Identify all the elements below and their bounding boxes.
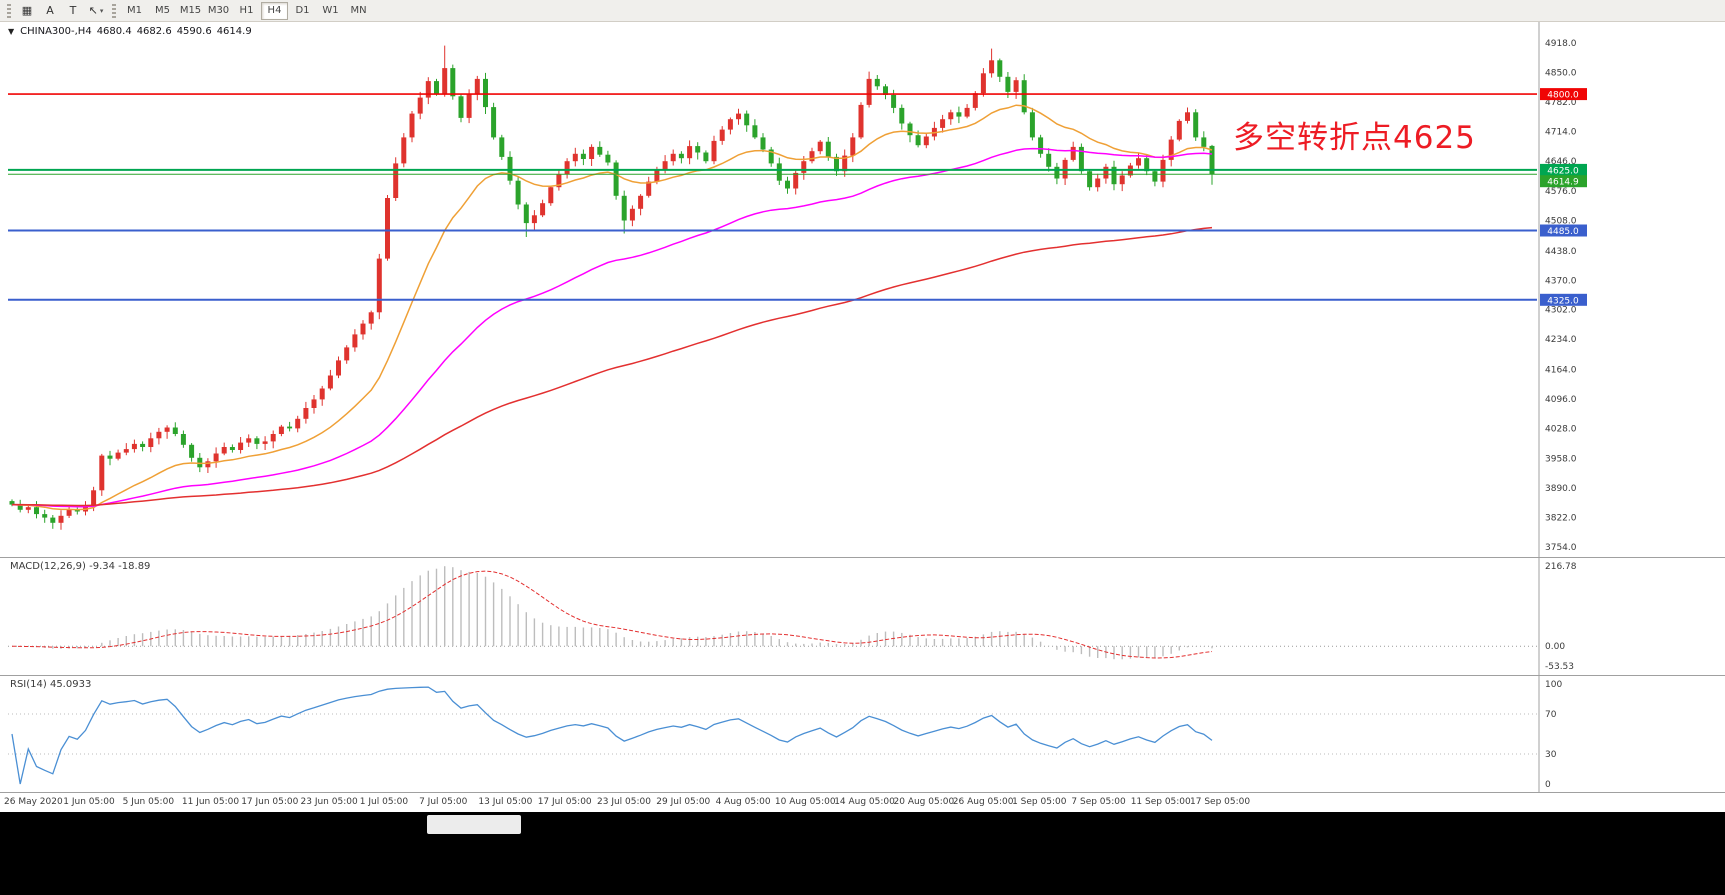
timeframe-h4-button[interactable]: H4 bbox=[261, 1, 288, 20]
svg-text:30: 30 bbox=[1545, 750, 1557, 760]
svg-text:100: 100 bbox=[1545, 680, 1562, 690]
pattern-tool-icon[interactable]: ▦ bbox=[21, 4, 33, 17]
toolbar-grip[interactable] bbox=[7, 3, 11, 18]
svg-text:4234.0: 4234.0 bbox=[1545, 335, 1577, 345]
time-label: 5 Jun 05:00 bbox=[122, 797, 175, 807]
svg-text:4800.0: 4800.0 bbox=[1547, 91, 1579, 101]
chart-header: ▼ CHINA300-,H4 4680.4 4682.6 4590.6 4614… bbox=[8, 26, 252, 37]
svg-text:4325.0: 4325.0 bbox=[1547, 296, 1579, 306]
time-label: 1 Sep 05:00 bbox=[1012, 797, 1067, 807]
svg-text:4508.0: 4508.0 bbox=[1545, 217, 1577, 227]
time-axis[interactable]: 26 May 2020 1 Jun 05:00 5 Jun 05:00 11 Jun … bbox=[0, 792, 1725, 812]
rsi-line bbox=[11, 686, 1213, 785]
timeframe-m1-button[interactable]: M1 bbox=[127, 5, 142, 16]
price-chart-panel: 4918.0 4850.0 4782.0 4714.0 4646.0 4576.0 4508… bbox=[0, 22, 1725, 557]
svg-text:4714.0: 4714.0 bbox=[1545, 127, 1577, 137]
time-label: 14 Aug 05:00 bbox=[834, 797, 895, 807]
ma-medium-line bbox=[11, 147, 1213, 508]
rsi-panel: 100 70 30 0 RSI(14) 45.0933 bbox=[0, 675, 1725, 792]
svg-text:4164.0: 4164.0 bbox=[1545, 366, 1577, 376]
macd-signal-line bbox=[11, 570, 1213, 659]
svg-text:-53.53: -53.53 bbox=[1545, 662, 1574, 672]
bottom-bar-segment bbox=[427, 815, 521, 834]
timeframe-m5-button[interactable]: M5 bbox=[155, 5, 170, 16]
time-label: 23 Jul 05:00 bbox=[597, 797, 651, 807]
timeframe-mn-button[interactable]: MN bbox=[350, 5, 367, 16]
svg-text:3890.0: 3890.0 bbox=[1545, 484, 1577, 494]
macd-label: MACD(12,26,9) -9.34 -18.89 bbox=[10, 561, 151, 572]
time-label: 17 Sep 05:00 bbox=[1190, 797, 1251, 807]
svg-text:4576.0: 4576.0 bbox=[1545, 187, 1577, 197]
time-label: 13 Jul 05:00 bbox=[478, 797, 533, 807]
time-label: 11 Sep 05:00 bbox=[1130, 797, 1191, 807]
horizontal-lines[interactable] bbox=[8, 93, 1537, 301]
candles bbox=[9, 45, 1215, 530]
bottom-black-bar bbox=[0, 812, 1725, 895]
timeframe-m15-button[interactable]: M15 bbox=[179, 5, 202, 16]
text-tool-icon[interactable]: T bbox=[69, 4, 77, 17]
svg-text:3958.0: 3958.0 bbox=[1545, 455, 1577, 465]
time-label: 26 Aug 05:00 bbox=[952, 797, 1014, 807]
tool-dropdown-caret-icon[interactable]: ▾ bbox=[99, 6, 104, 15]
macd-axis[interactable]: 216.78 0.00 -53.53 bbox=[1538, 558, 1577, 675]
time-label: 11 Jun 05:00 bbox=[181, 797, 240, 807]
rsi-axis[interactable]: 100 70 30 0 bbox=[1538, 676, 1562, 792]
svg-text:70: 70 bbox=[1545, 710, 1557, 720]
time-label: 7 Jul 05:00 bbox=[419, 797, 468, 807]
time-label: 17 Jul 05:00 bbox=[537, 797, 592, 807]
price-axis[interactable]: 4918.0 4850.0 4782.0 4714.0 4646.0 4576.0 4508… bbox=[1538, 22, 1587, 557]
svg-text:4302.0: 4302.0 bbox=[1545, 306, 1577, 316]
symbol-collapse-icon[interactable]: ▼ bbox=[8, 27, 15, 36]
svg-text:4028.0: 4028.0 bbox=[1545, 424, 1577, 434]
ohlc-open: 4680.4 bbox=[96, 26, 132, 37]
time-label: 20 Aug 05:00 bbox=[893, 797, 955, 807]
macd-svg[interactable]: 216.78 0.00 -53.53 bbox=[0, 558, 1725, 675]
svg-text:3822.0: 3822.0 bbox=[1545, 514, 1577, 524]
macd-panel: 216.78 0.00 -53.53 MACD(12,26,9) -9.34 -18… bbox=[0, 557, 1725, 675]
toolbar: ▦ A T ↖ ▾ M1 M5 M15 M30 H1 H4 D1 W1 MN bbox=[0, 0, 1725, 22]
ohlc-high: 4682.6 bbox=[136, 26, 172, 37]
svg-text:0.00: 0.00 bbox=[1545, 642, 1565, 652]
ma-slow-line bbox=[12, 226, 1213, 507]
annotation-text[interactable]: 多空转折点4625 bbox=[1233, 120, 1476, 156]
time-label: 23 Jun 05:00 bbox=[300, 797, 358, 807]
ohlc-close: 4614.9 bbox=[216, 26, 252, 37]
svg-text:4850.0: 4850.0 bbox=[1545, 68, 1577, 78]
svg-text:4614.9: 4614.9 bbox=[1547, 178, 1579, 188]
svg-text:4625.0: 4625.0 bbox=[1547, 166, 1579, 176]
svg-text:4485.0: 4485.0 bbox=[1547, 227, 1579, 237]
toolbar-grip-2[interactable] bbox=[112, 3, 116, 18]
time-label: 1 Jul 05:00 bbox=[359, 797, 409, 807]
svg-text:216.78: 216.78 bbox=[1545, 562, 1577, 572]
time-label: 1 Jun 05:00 bbox=[63, 797, 115, 807]
time-label: 29 Jul 05:00 bbox=[656, 797, 711, 807]
macd-histogram bbox=[19, 566, 1213, 660]
svg-text:4782.0: 4782.0 bbox=[1545, 98, 1577, 108]
ma-fast-line bbox=[11, 104, 1213, 511]
svg-text:3754.0: 3754.0 bbox=[1545, 543, 1577, 553]
time-label: 7 Sep 05:00 bbox=[1071, 797, 1126, 807]
timeframe-h1-button[interactable]: H1 bbox=[239, 5, 254, 16]
label-tool-icon[interactable]: A bbox=[46, 4, 54, 17]
time-label: 26 May 2020 bbox=[4, 797, 63, 807]
svg-text:4438.0: 4438.0 bbox=[1545, 247, 1577, 257]
svg-text:4646.0: 4646.0 bbox=[1545, 157, 1577, 167]
timeframe-m30-button[interactable]: M30 bbox=[207, 5, 230, 16]
rsi-svg[interactable]: 100 70 30 0 bbox=[0, 676, 1725, 792]
timeframe-d1-button[interactable]: D1 bbox=[295, 5, 310, 16]
time-label: 10 Aug 05:00 bbox=[774, 797, 836, 807]
time-label: 17 Jun 05:00 bbox=[241, 797, 299, 807]
time-label: 4 Aug 05:00 bbox=[715, 797, 771, 807]
svg-text:0: 0 bbox=[1545, 780, 1551, 790]
price-chart-svg[interactable]: 4918.0 4850.0 4782.0 4714.0 4646.0 4576.0 4508… bbox=[0, 22, 1725, 557]
cursor-tool-icon[interactable]: ↖ ▾ bbox=[88, 4, 104, 17]
svg-text:4370.0: 4370.0 bbox=[1545, 276, 1577, 286]
ohlc-low: 4590.6 bbox=[176, 26, 212, 37]
symbol-label: CHINA300-,H4 bbox=[20, 26, 92, 37]
svg-text:4096.0: 4096.0 bbox=[1545, 395, 1577, 405]
rsi-label: RSI(14) 45.0933 bbox=[10, 679, 92, 690]
timeframe-w1-button[interactable]: W1 bbox=[322, 5, 339, 16]
svg-text:4918.0: 4918.0 bbox=[1545, 39, 1577, 49]
